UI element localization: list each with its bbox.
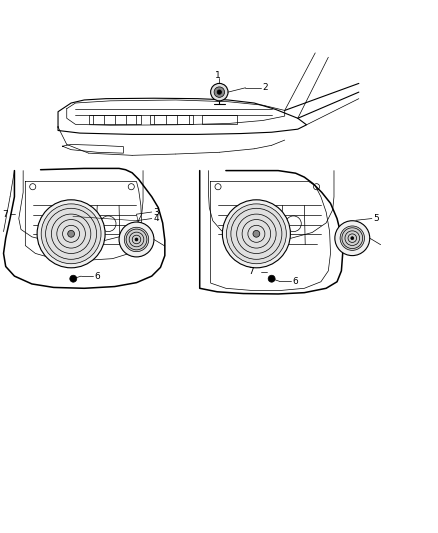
Text: 3: 3 xyxy=(153,207,159,216)
Circle shape xyxy=(226,204,286,264)
Text: 7: 7 xyxy=(248,267,254,276)
Text: 7: 7 xyxy=(2,209,8,219)
Text: 6: 6 xyxy=(293,277,298,286)
Circle shape xyxy=(41,204,101,264)
Circle shape xyxy=(119,222,154,257)
Circle shape xyxy=(68,230,74,237)
Circle shape xyxy=(335,221,370,256)
Circle shape xyxy=(268,275,275,282)
Text: 2: 2 xyxy=(262,83,268,92)
Text: 6: 6 xyxy=(94,272,100,280)
Circle shape xyxy=(37,200,105,268)
Circle shape xyxy=(214,87,225,98)
Text: 1: 1 xyxy=(215,71,220,80)
Circle shape xyxy=(70,275,77,282)
Text: 4: 4 xyxy=(153,214,159,223)
Circle shape xyxy=(217,90,222,94)
Circle shape xyxy=(351,237,354,240)
Circle shape xyxy=(124,227,149,252)
Text: 5: 5 xyxy=(373,214,379,223)
Circle shape xyxy=(340,226,364,251)
Circle shape xyxy=(211,83,228,101)
Circle shape xyxy=(223,200,290,268)
Bar xyxy=(88,115,141,124)
Circle shape xyxy=(253,230,260,237)
Circle shape xyxy=(135,238,138,241)
Bar xyxy=(202,115,237,124)
Bar xyxy=(149,115,193,124)
